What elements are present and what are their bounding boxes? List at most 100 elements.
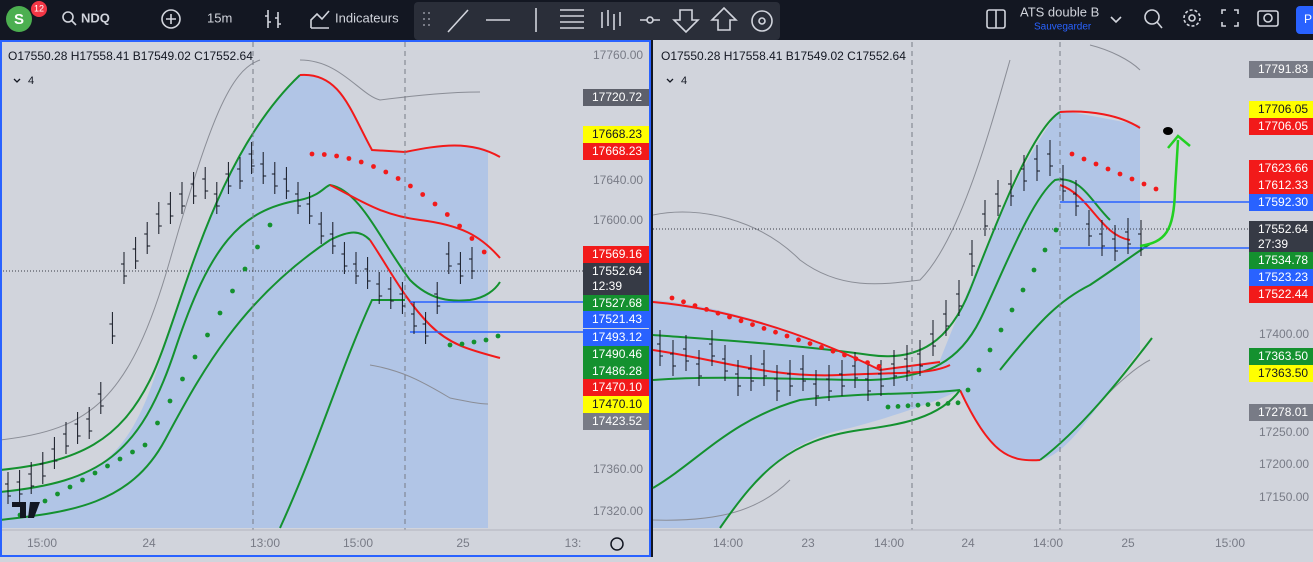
ohlc-bar bbox=[16, 470, 23, 502]
ohlc-bar bbox=[657, 330, 663, 366]
sar-dot bbox=[761, 326, 767, 331]
sar-dot bbox=[420, 192, 426, 197]
pattern-tool[interactable] bbox=[601, 10, 621, 30]
indicators-icon[interactable] bbox=[310, 10, 330, 29]
sar-dot bbox=[481, 249, 487, 255]
ohlc-bar bbox=[260, 152, 267, 184]
price-badge-label: 17668.23 bbox=[592, 127, 642, 141]
trend-line-tool[interactable] bbox=[447, 9, 469, 33]
sar-dot bbox=[1053, 227, 1059, 233]
bar-type[interactable] bbox=[265, 10, 281, 28]
price-badge bbox=[1249, 365, 1313, 382]
ohlc-bar bbox=[1060, 165, 1066, 201]
sar-dot bbox=[1141, 181, 1147, 187]
sar-dot bbox=[471, 339, 477, 345]
publish-button[interactable] bbox=[1296, 6, 1313, 34]
price-label: 17360.00 bbox=[593, 462, 643, 476]
time-label: 14:00 bbox=[1033, 536, 1063, 550]
sar-dot bbox=[885, 404, 891, 410]
fullscreen-icon[interactable] bbox=[1221, 9, 1239, 27]
avatar[interactable] bbox=[6, 6, 32, 32]
sar-dot bbox=[945, 401, 951, 406]
sar-dot bbox=[1117, 171, 1123, 177]
countdown: 12:39 bbox=[592, 279, 622, 293]
price-badge bbox=[583, 379, 650, 396]
search-icon[interactable] bbox=[62, 11, 74, 23]
symbol[interactable]: NDQ bbox=[81, 10, 110, 25]
sar-dot bbox=[155, 420, 160, 426]
price-badge bbox=[1249, 348, 1313, 365]
indicator-toggle[interactable] bbox=[666, 78, 674, 83]
sar-dot bbox=[205, 332, 210, 338]
price-badge-label: 17522.44 bbox=[1258, 287, 1308, 301]
sar-dot bbox=[495, 333, 501, 339]
drag-handle[interactable] bbox=[423, 12, 430, 26]
publish-label: P bbox=[1304, 12, 1312, 26]
snapshot-icon[interactable] bbox=[1257, 10, 1279, 27]
sar-dot bbox=[457, 223, 462, 229]
sar-dot bbox=[255, 244, 260, 250]
ohlc-bar bbox=[155, 202, 162, 234]
ohlc-bar bbox=[969, 240, 975, 276]
save-status[interactable]: Sauvegarder bbox=[1034, 22, 1092, 33]
price-badge bbox=[1249, 221, 1313, 253]
middle-band-green bbox=[0, 183, 501, 493]
indicators[interactable]: Indicateurs bbox=[335, 10, 399, 25]
sar-dot bbox=[321, 152, 327, 157]
ohlc-bar bbox=[813, 370, 819, 406]
settings-tool[interactable] bbox=[751, 10, 773, 32]
axes: O17550.28 H17558.41 B17549.02 C17552.64 4… bbox=[0, 48, 1313, 550]
ohlc-bar bbox=[774, 365, 780, 401]
upper-band-red bbox=[299, 73, 501, 158]
price-badge-label: 17470.10 bbox=[592, 397, 642, 411]
sar-dot bbox=[242, 266, 248, 272]
lower-outer-green bbox=[719, 337, 1153, 529]
fib-tool[interactable] bbox=[560, 9, 584, 29]
sar-dot bbox=[55, 491, 60, 497]
lower-band-red bbox=[959, 389, 1041, 462]
ohlc-bar bbox=[826, 365, 832, 401]
ohlc-bar bbox=[1047, 140, 1053, 176]
price-badge bbox=[583, 143, 650, 160]
interval[interactable]: 15m bbox=[207, 10, 232, 25]
price-label: 17250.00 bbox=[1259, 425, 1309, 439]
price-line-dot bbox=[646, 16, 654, 24]
price-badge-label: 17363.50 bbox=[1258, 366, 1308, 380]
indicator-toggle[interactable] bbox=[13, 78, 21, 83]
sar-dot bbox=[1093, 161, 1099, 167]
price-badge bbox=[583, 295, 650, 312]
ohlc-bar bbox=[1086, 210, 1092, 246]
lower-band-green bbox=[0, 231, 371, 521]
price-badge bbox=[1249, 118, 1313, 135]
countdown: 27:39 bbox=[1258, 237, 1288, 251]
settings-icon[interactable] bbox=[1183, 9, 1201, 27]
lower-outer-green bbox=[279, 299, 405, 529]
sar-dot bbox=[1153, 186, 1159, 192]
price-badge bbox=[583, 413, 650, 430]
layout-name[interactable]: ATS double B bbox=[1020, 4, 1099, 19]
ohlc-legend: O17550.28 H17558.41 B17549.02 C17552.64 bbox=[8, 49, 253, 63]
ohlc-bar bbox=[696, 350, 702, 386]
ohlc-bar bbox=[683, 335, 689, 371]
outer-band bbox=[652, 44, 1151, 521]
price-badge bbox=[583, 89, 650, 106]
replay-icon[interactable] bbox=[1144, 9, 1160, 25]
sar-dot bbox=[715, 310, 721, 316]
tv-logo[interactable] bbox=[12, 502, 40, 518]
ohlc-bar bbox=[709, 330, 715, 366]
ohlc-bar bbox=[1099, 220, 1105, 256]
ohlc-bar bbox=[1125, 218, 1131, 254]
time-label: 14:00 bbox=[713, 536, 743, 550]
middle-band-red bbox=[329, 184, 501, 259]
layout-menu[interactable] bbox=[1110, 16, 1122, 24]
add-symbol[interactable] bbox=[161, 9, 181, 29]
arrow-down-tool[interactable] bbox=[672, 9, 700, 34]
ohlc-bar bbox=[457, 252, 464, 284]
sar-dot bbox=[807, 341, 813, 346]
ohlc-bar bbox=[800, 355, 806, 391]
axis-settings[interactable] bbox=[610, 537, 624, 551]
arrow-up-tool[interactable] bbox=[710, 6, 738, 31]
ohlc-bar bbox=[271, 162, 278, 194]
ohlc-legend: O17550.28 H17558.41 B17549.02 C17552.64 bbox=[661, 49, 906, 63]
active-panel-border bbox=[0, 40, 651, 557]
